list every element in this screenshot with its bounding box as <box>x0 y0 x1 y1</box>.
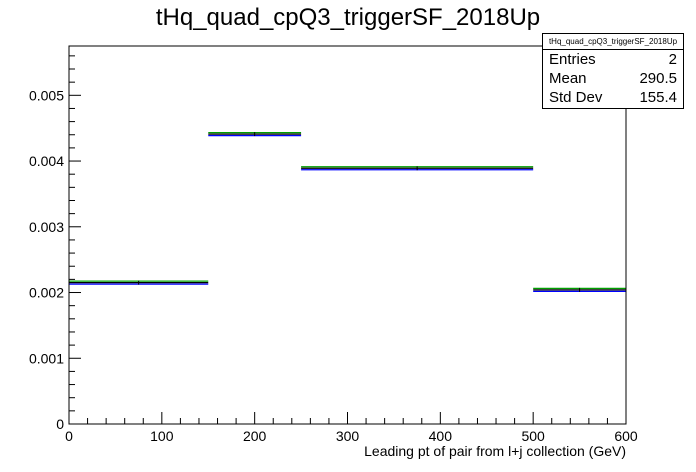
stats-box: tHq_quad_cpQ3_triggerSF_2018Up Entries 2… <box>542 33 684 109</box>
y-tick-label: 0.004 <box>29 153 64 169</box>
chart-title: tHq_quad_cpQ3_triggerSF_2018Up <box>155 4 541 31</box>
x-tick-label: 0 <box>65 428 73 444</box>
stats-label: Entries <box>549 51 596 68</box>
stats-row-entries: Entries 2 <box>543 50 683 69</box>
y-tick-label: 0.001 <box>29 350 64 366</box>
x-tick-label: 300 <box>336 428 360 444</box>
stats-value: 2 <box>668 51 677 68</box>
stats-row-stddev: Std Dev 155.4 <box>543 88 683 107</box>
x-tick-label: 500 <box>521 428 545 444</box>
stats-value: 155.4 <box>639 89 677 106</box>
x-tick-label: 600 <box>614 428 638 444</box>
y-tick-label: 0 <box>56 416 64 432</box>
axes-layer: 0 100 200 300 400 500 600 0 0.001 0.002 0.003 0.004… <box>29 45 638 444</box>
y-tick-label: 0.003 <box>29 219 64 235</box>
x-axis-label: Leading pt of pair from l+j collection (… <box>364 443 626 459</box>
x-tick-label: 100 <box>150 428 174 444</box>
x-tick-label: 400 <box>429 428 453 444</box>
stats-label: Std Dev <box>549 89 603 106</box>
y-tick-label: 0.005 <box>29 87 64 103</box>
stats-title: tHq_quad_cpQ3_triggerSF_2018Up <box>543 34 683 50</box>
stats-row-mean: Mean 290.5 <box>543 69 683 88</box>
x-tick-label: 200 <box>243 428 267 444</box>
stats-value: 290.5 <box>639 70 677 87</box>
stats-label: Mean <box>549 70 587 87</box>
bins-layer <box>69 131 626 292</box>
y-tick-label: 0.002 <box>29 285 64 301</box>
